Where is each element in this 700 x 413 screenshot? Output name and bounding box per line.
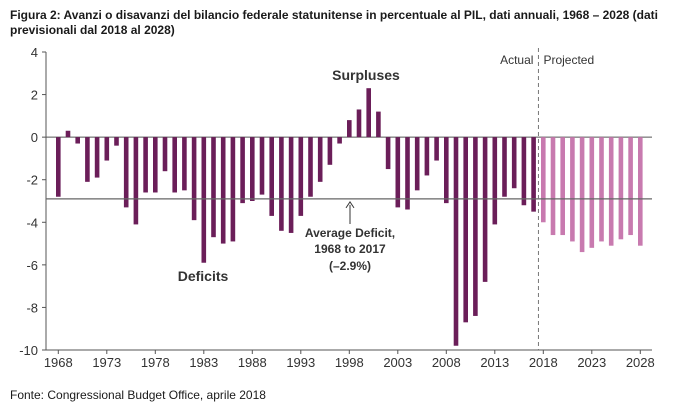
- actual-bar-1986: [230, 137, 236, 242]
- surpluses-label: Surpluses: [332, 67, 400, 83]
- actual-bar-1972: [94, 137, 100, 178]
- actual-bar-2006: [424, 137, 430, 176]
- projected-bar-2020: [560, 137, 565, 236]
- actual-bar-2005: [414, 137, 420, 191]
- projected-bar-2022: [579, 137, 585, 253]
- x-tick-label: 1978: [141, 355, 170, 370]
- x-tick-label: 1973: [92, 355, 121, 370]
- actual-bar-2016: [521, 137, 527, 206]
- actual-bar-2017: [531, 137, 536, 212]
- y-tick-label: 0: [31, 130, 38, 145]
- actual-bar-2010: [463, 137, 468, 323]
- actual-bar-1995: [317, 137, 323, 182]
- overlay-layer: Actual Projected Surpluses Deficits Average …: [46, 48, 652, 350]
- actual-bar-2001: [376, 111, 381, 138]
- actual-bar-1994: [308, 137, 313, 197]
- actual-bar-2014: [502, 137, 507, 197]
- actual-bar-1999: [356, 109, 362, 138]
- actual-bar-2015: [511, 137, 517, 189]
- y-tick-label: -6: [26, 258, 38, 273]
- projected-bar-2018: [541, 137, 546, 223]
- actual-bar-2008: [444, 137, 449, 204]
- actual-bar-1988: [250, 137, 255, 201]
- projected-bar-2026: [618, 137, 624, 240]
- actual-bar-2002: [385, 137, 391, 170]
- x-tick-label: 2013: [480, 355, 509, 370]
- axes-layer: 4 2 0 -2 -4 -6 -8 -10 1968 1973 1978 1983 1988 1993 19…: [19, 45, 655, 370]
- average-deficit-label-line2: 1968 to 2017: [314, 242, 386, 256]
- source-note: Fonte: Congressional Budget Office, apri…: [10, 388, 266, 402]
- actual-bar-2009: [453, 137, 459, 346]
- actual-bar-1969: [65, 130, 71, 138]
- y-tick-label: 4: [31, 45, 38, 60]
- actual-bar-1976: [133, 137, 139, 225]
- actual-bar-1987: [240, 137, 245, 204]
- average-deficit-label-line3: (–2.9%): [329, 259, 371, 273]
- x-tick-label: 2003: [383, 355, 412, 370]
- actual-bar-1978: [153, 137, 158, 193]
- projected-bar-2023: [589, 137, 595, 248]
- actual-bar-2011: [473, 137, 478, 316]
- x-tick-label: 1968: [44, 355, 73, 370]
- y-tick-label: 2: [31, 88, 38, 103]
- actual-bar-2012: [482, 137, 488, 282]
- actual-bar-1992: [288, 137, 294, 233]
- actual-bar-1975: [123, 137, 129, 208]
- actual-bar-1997: [337, 137, 342, 144]
- actual-bar-1982: [191, 137, 197, 221]
- actual-bar-1973: [104, 137, 110, 161]
- actual-bar-1979: [162, 137, 168, 172]
- x-tick-label: 2028: [626, 355, 655, 370]
- projected-bar-2025: [608, 137, 614, 246]
- y-tick-label: -2: [26, 173, 38, 188]
- x-tick-label: 1998: [335, 355, 364, 370]
- actual-bar-2003: [395, 137, 401, 208]
- actual-bar-1968: [56, 137, 61, 197]
- y-tick-label: -10: [19, 343, 38, 358]
- actual-bar-1971: [85, 137, 90, 182]
- x-tick-label: 2018: [529, 355, 558, 370]
- deficits-label: Deficits: [178, 268, 229, 284]
- projected-bar-2027: [628, 137, 633, 236]
- x-tick-label: 2008: [432, 355, 461, 370]
- actual-bar-1980: [172, 137, 177, 193]
- bars-layer: [56, 88, 643, 346]
- actual-bar-2013: [492, 137, 498, 225]
- actual-bar-1991: [279, 137, 284, 231]
- x-tick-label: 1983: [189, 355, 218, 370]
- actual-bar-1984: [211, 137, 216, 238]
- actual-bar-1996: [327, 137, 333, 165]
- actual-bar-1974: [114, 137, 119, 146]
- projected-bar-2019: [550, 137, 556, 236]
- average-deficit-label-line1: Average Deficit,: [305, 226, 395, 240]
- actual-bar-1970: [75, 137, 80, 144]
- actual-bar-1998: [347, 120, 352, 138]
- projected-bar-2028: [638, 137, 643, 246]
- y-tick-label: -8: [26, 300, 38, 315]
- x-tick-label: 1993: [286, 355, 315, 370]
- projected-label: Projected: [543, 53, 594, 67]
- y-tick-label: -4: [26, 215, 38, 230]
- actual-bar-2000: [366, 88, 371, 138]
- actual-label: Actual: [500, 53, 533, 67]
- average-arrow-head: [345, 200, 355, 209]
- x-tick-label: 1988: [238, 355, 267, 370]
- actual-bar-2007: [434, 137, 439, 161]
- figure-title: Figura 2: Avanzi o disavanzi del bilanci…: [10, 8, 658, 37]
- x-tick-label: 2023: [577, 355, 606, 370]
- actual-bar-1985: [220, 137, 226, 244]
- projected-bar-2021: [570, 137, 575, 242]
- actual-bar-1977: [143, 137, 148, 193]
- actual-bar-1981: [182, 137, 187, 191]
- actual-bar-1983: [201, 137, 207, 263]
- actual-bar-1990: [269, 137, 274, 216]
- actual-bar-1989: [259, 137, 265, 195]
- actual-bar-2004: [405, 137, 410, 210]
- projected-bar-2024: [599, 137, 604, 242]
- actual-bar-1993: [298, 137, 304, 216]
